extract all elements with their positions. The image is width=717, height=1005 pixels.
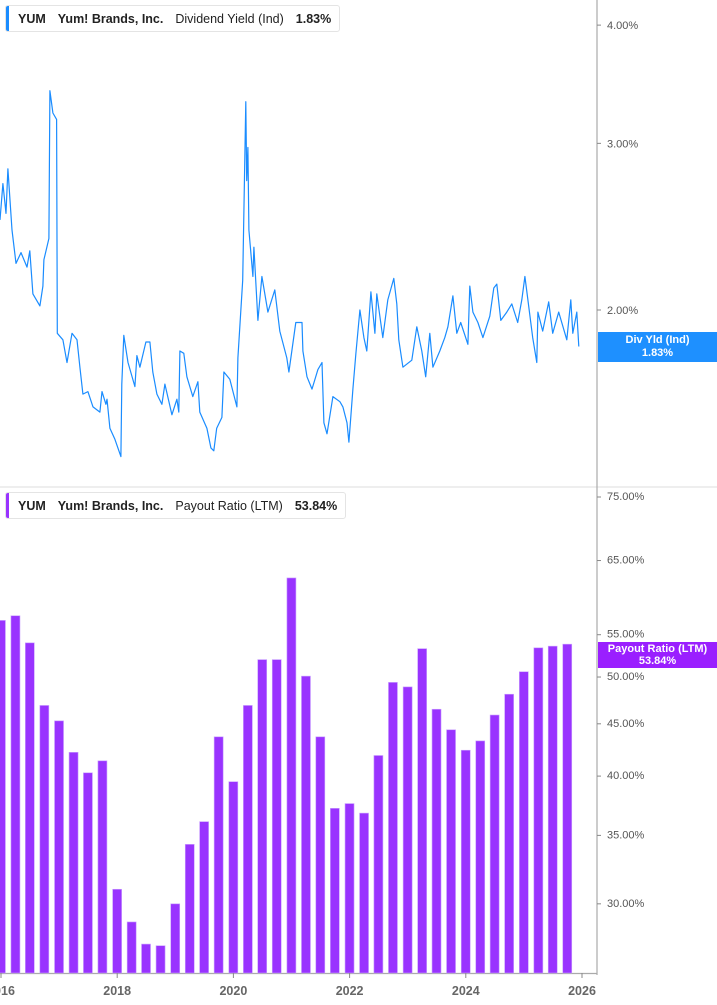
yield-legend-metric: Dividend Yield (Ind) (175, 11, 284, 26)
payout-bar[interactable] (330, 808, 340, 974)
payout-bar[interactable] (344, 803, 355, 974)
payout-bar[interactable] (170, 903, 181, 974)
payout-bars (0, 577, 573, 974)
payout-bar[interactable] (39, 705, 50, 974)
payout-bar[interactable] (25, 642, 35, 974)
y-tick-label: 65.00% (607, 555, 645, 567)
y-tick-label: 35.00% (607, 829, 645, 841)
y-tick-label: 3.00% (607, 138, 638, 150)
payout-bar[interactable] (141, 943, 151, 974)
payout-bar[interactable] (257, 659, 268, 974)
payout-legend-swatch (6, 493, 9, 518)
y-tick-label: 30.00% (607, 898, 645, 910)
payout-bar[interactable] (504, 693, 514, 974)
yield-tag-label: Div Yld (Ind) (625, 334, 690, 346)
x-tick-label: 2026 (568, 984, 596, 998)
payout-bar[interactable] (417, 648, 427, 974)
payout-bar[interactable] (243, 705, 253, 974)
y-tick-label: 50.00% (607, 671, 645, 683)
payout-bar[interactable] (562, 643, 573, 974)
payout-tag-value: 53.84% (638, 655, 677, 667)
payout-bar[interactable] (402, 686, 413, 974)
payout-bar[interactable] (286, 577, 297, 974)
y-tick-label: 4.00% (607, 20, 638, 32)
payout-bar[interactable] (301, 675, 311, 974)
payout-bar[interactable] (315, 736, 326, 974)
yield-y-axis: 4.00% 3.00% 2.00% (597, 20, 638, 317)
payout-bar[interactable] (112, 888, 122, 974)
y-tick-label: 45.00% (607, 718, 645, 730)
payout-bar[interactable] (155, 945, 166, 974)
x-tick-label: 2018 (103, 984, 131, 998)
payout-bar[interactable] (519, 671, 529, 974)
y-tick-label: 55.00% (607, 629, 645, 641)
payout-bar[interactable] (533, 647, 544, 974)
payout-legend-company: Yum! Brands, Inc. (57, 498, 164, 513)
payout-legend-metric: Payout Ratio (LTM) (175, 498, 283, 513)
y-tick-label: 75.00% (607, 491, 645, 503)
payout-bar[interactable] (359, 812, 369, 974)
yield-tag-value: 1.83% (641, 347, 674, 359)
y-tick-label: 40.00% (607, 770, 645, 782)
payout-bar[interactable] (213, 736, 224, 974)
yield-value-tag: Div Yld (Ind) 1.83% (598, 332, 717, 362)
payout-bar[interactable] (10, 615, 21, 974)
yield-legend-company: Yum! Brands, Inc. (57, 11, 164, 26)
payout-bar[interactable] (475, 740, 486, 974)
payout-bar[interactable] (271, 659, 282, 974)
yield-legend-swatch (6, 6, 9, 31)
payout-bar[interactable] (54, 720, 64, 974)
y-tick-label: 2.00% (607, 305, 638, 317)
x-tick-label: 2020 (219, 984, 247, 998)
payout-tag-label: Payout Ratio (LTM) (607, 643, 708, 655)
payout-value-tag: Payout Ratio (LTM) 53.84% (598, 642, 717, 668)
x-tick-label: 2016 (0, 984, 15, 998)
payout-bar[interactable] (373, 755, 384, 974)
yield-legend-value: 1.83% (295, 11, 332, 26)
payout-bar[interactable] (431, 708, 442, 974)
payout-bar[interactable] (97, 760, 108, 974)
yield-legend[interactable]: YUM Yum! Brands, Inc. Dividend Yield (In… (5, 5, 341, 32)
yield-series-line[interactable] (0, 90, 580, 458)
payout-bar[interactable] (446, 729, 456, 974)
payout-legend-ticker: YUM (18, 498, 46, 513)
payout-legend-value: 53.84% (294, 498, 338, 513)
payout-bar[interactable] (460, 749, 471, 974)
payout-bar[interactable] (199, 821, 209, 974)
payout-y-axis: 75.00% 65.00% 55.00% 50.00% 45.00% 40.00% 35.0… (597, 491, 645, 910)
yield-points (0, 91, 579, 457)
yield-legend-ticker: YUM (18, 11, 46, 26)
payout-bar[interactable] (489, 714, 500, 974)
payout-bar[interactable] (68, 752, 79, 974)
payout-legend[interactable]: YUM Yum! Brands, Inc. Payout Ratio (LTM)… (5, 492, 347, 519)
payout-bar[interactable] (83, 772, 93, 974)
payout-bar[interactable] (126, 921, 137, 974)
payout-bar[interactable] (184, 844, 195, 974)
payout-bar[interactable] (547, 645, 558, 974)
x-tick-label: 2022 (336, 984, 364, 998)
x-axis: 2016 2018 2020 2022 2024 2026 (0, 973, 596, 998)
payout-bar[interactable] (0, 620, 6, 974)
payout-bar[interactable] (388, 682, 398, 974)
payout-bar[interactable] (228, 781, 239, 974)
x-tick-label: 2024 (452, 984, 480, 998)
